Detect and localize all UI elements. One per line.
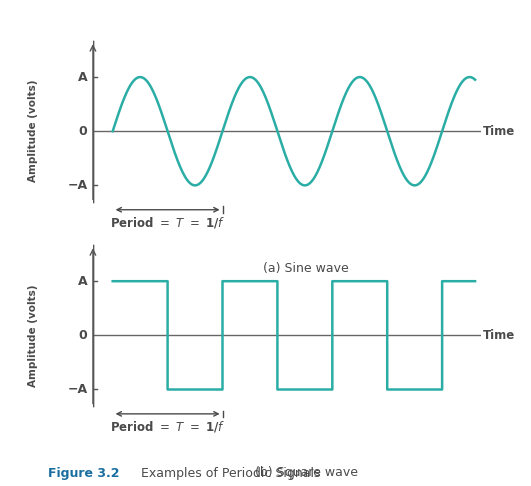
Text: Time: Time (483, 125, 515, 138)
Text: Period $=$ $T$ $=$ 1/$f$: Period $=$ $T$ $=$ 1/$f$ (110, 419, 225, 434)
Text: (b) Square wave: (b) Square wave (255, 466, 357, 479)
Text: −A: −A (67, 179, 88, 192)
Text: 0: 0 (79, 329, 88, 342)
Text: Time: Time (483, 329, 515, 342)
Text: Figure 3.2: Figure 3.2 (48, 467, 119, 480)
Text: A: A (78, 70, 88, 84)
Text: Amplitude (volts): Amplitude (volts) (28, 284, 38, 386)
Text: 0: 0 (79, 125, 88, 138)
Text: Period $=$ $T$ $=$ 1/$f$: Period $=$ $T$ $=$ 1/$f$ (110, 215, 225, 230)
Text: A: A (78, 275, 88, 288)
Text: (a) Sine wave: (a) Sine wave (263, 262, 349, 275)
Text: −A: −A (67, 383, 88, 396)
Text: Examples of Periodic Signals: Examples of Periodic Signals (141, 467, 320, 480)
Text: Amplitude (volts): Amplitude (volts) (28, 80, 38, 182)
